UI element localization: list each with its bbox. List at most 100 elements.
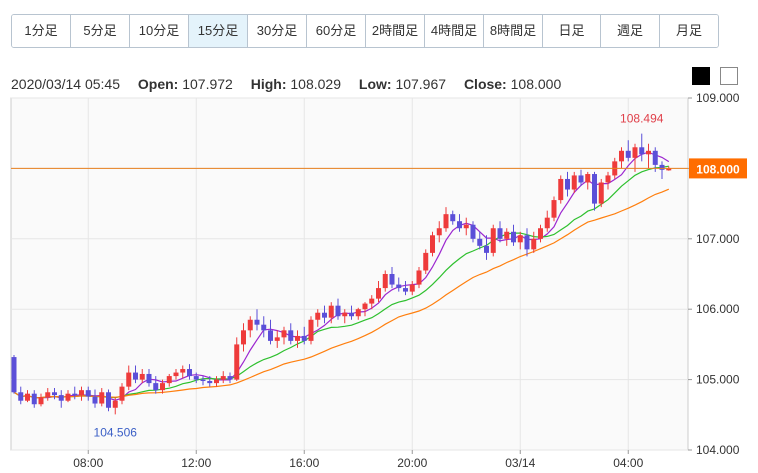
candle-body (592, 174, 597, 204)
candle-body (416, 270, 422, 285)
x-tick-label: 04:00 (613, 456, 643, 470)
candle-body (531, 238, 537, 250)
tab-5[interactable]: 60分足 (307, 15, 366, 47)
low-value: 107.967 (395, 76, 447, 92)
candle-body (369, 298, 375, 304)
candle-body (38, 397, 44, 405)
candle-body (268, 330, 273, 341)
tab-6[interactable]: 2時間足 (366, 15, 425, 47)
x-tick-label: 03/14 (505, 456, 535, 470)
low-annotation: 104.506 (94, 425, 138, 439)
candle-body (349, 312, 354, 317)
candle-body (605, 175, 611, 183)
candle-body (65, 393, 71, 401)
tab-3[interactable]: 15分足 (189, 15, 248, 47)
candle-body (443, 214, 449, 229)
candle-body (241, 330, 246, 345)
candle-body (504, 231, 510, 239)
candle-body (288, 330, 294, 341)
candle-body (639, 147, 645, 155)
candle-body (517, 235, 523, 243)
candle-body (139, 373, 145, 380)
tab-0[interactable]: 1分足 (12, 15, 71, 47)
candle-body (247, 319, 253, 331)
candle-body (659, 164, 665, 170)
close-label: Close: (463, 76, 507, 92)
candle-body (295, 335, 300, 341)
candle-body (571, 175, 577, 190)
candle-body (220, 376, 226, 380)
candle-body (52, 392, 57, 396)
tab-10[interactable]: 週足 (601, 15, 660, 47)
candle-body (180, 369, 186, 373)
y-tick-label: 104.000 (696, 443, 740, 457)
candle-body (146, 373, 152, 384)
candle-body (153, 383, 159, 391)
candle-body (436, 228, 442, 236)
x-tick-label: 16:00 (289, 456, 319, 470)
low-label: Low: (358, 76, 392, 92)
candle-body (160, 383, 165, 391)
x-tick-label: 08:00 (73, 456, 103, 470)
candle-body (497, 228, 503, 239)
candle-body (112, 400, 118, 408)
candle-body (58, 395, 64, 401)
y-tick-label: 105.000 (696, 373, 740, 387)
candle-body (335, 305, 341, 317)
tab-9[interactable]: 日足 (543, 15, 601, 47)
tab-2[interactable]: 10分足 (130, 15, 189, 47)
candle-body (11, 357, 17, 393)
candle-body (85, 390, 91, 397)
candle-body (234, 344, 240, 380)
candle-body (632, 147, 638, 158)
candle-body (261, 324, 267, 331)
candle-body (565, 178, 570, 190)
current-price-label: 108.000 (696, 162, 740, 176)
dark-theme-button[interactable] (692, 67, 710, 85)
open-value: 107.972 (182, 76, 233, 92)
candle-body (99, 392, 105, 404)
candle-body (544, 217, 550, 229)
candle-body (25, 393, 30, 401)
candle-body (423, 252, 429, 271)
candle-body (308, 319, 314, 341)
candle-body (484, 245, 489, 253)
candle-body (45, 392, 51, 398)
tab-1[interactable]: 5分足 (71, 15, 130, 47)
candle-body (551, 200, 557, 218)
close-value: 108.000 (510, 76, 562, 92)
candle-body (79, 390, 84, 396)
candle-body (342, 312, 348, 317)
candle-body (173, 372, 179, 377)
candle-body (254, 319, 260, 325)
light-theme-button[interactable] (720, 67, 738, 85)
tab-7[interactable]: 4時間足 (425, 15, 484, 47)
candle-body (598, 182, 604, 204)
candle-body (403, 288, 408, 292)
y-tick-label: 107.000 (696, 232, 740, 246)
tab-4[interactable]: 30分足 (248, 15, 307, 47)
x-tick-label: 20:00 (397, 456, 427, 470)
candle-body (450, 214, 456, 222)
tab-11[interactable]: 月足 (660, 15, 718, 47)
candle-body (227, 376, 233, 380)
candle-body (322, 312, 327, 318)
candle-body (207, 381, 213, 384)
candle-body (457, 221, 462, 229)
candle-body (538, 228, 543, 239)
candle-body (187, 369, 192, 377)
high-annotation: 108.494 (620, 112, 664, 126)
timeframe-tabs: 1分足 5分足 10分足 15分足 30分足 60分足 2時間足 4時間足 8時間足 日足 週足 月足 (11, 14, 719, 48)
tab-8[interactable]: 8時間足 (484, 15, 543, 47)
candle-body (376, 288, 381, 299)
candle-body (382, 274, 388, 289)
candle-body (193, 376, 199, 380)
candle-body (31, 393, 37, 405)
candle-body (524, 235, 530, 250)
candle-body (328, 305, 334, 318)
candle-body (511, 231, 516, 243)
high-label: High: (250, 76, 287, 92)
candle-body (389, 274, 395, 285)
candle-body (301, 335, 307, 341)
candle-body (477, 238, 483, 246)
